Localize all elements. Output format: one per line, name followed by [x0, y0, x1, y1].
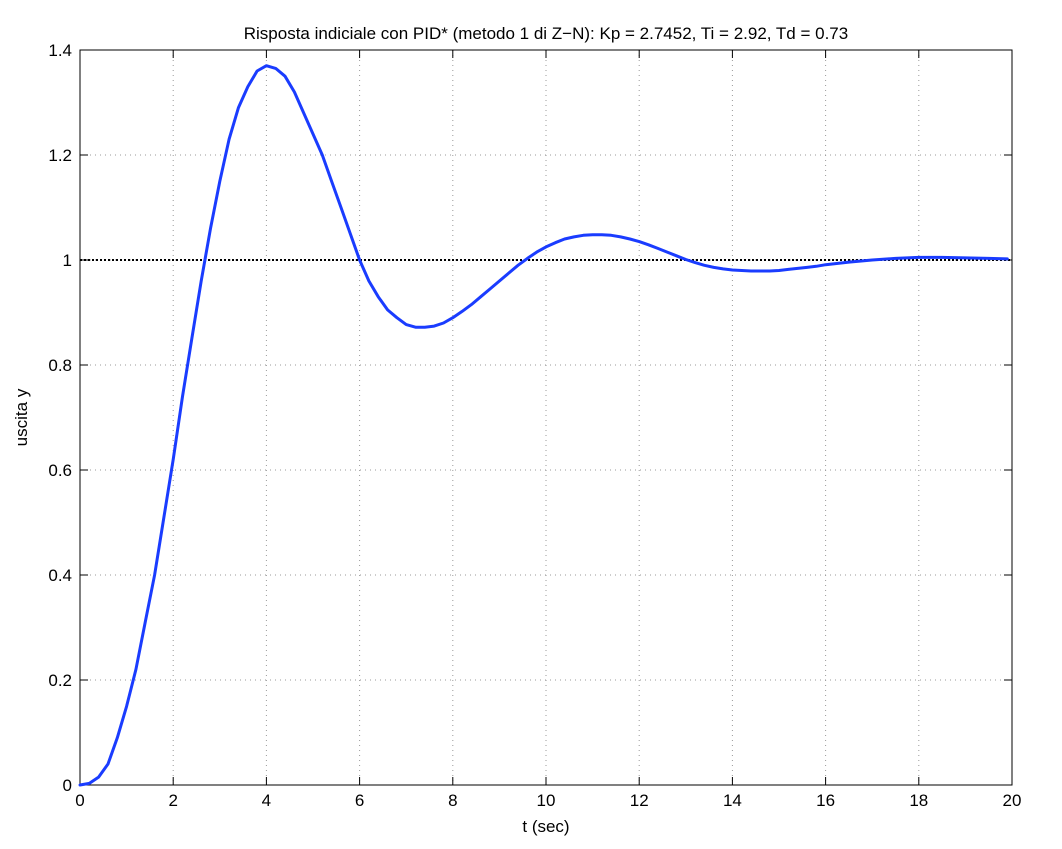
x-axis-label: t (sec) — [522, 817, 569, 836]
x-tick-label: 16 — [816, 791, 835, 810]
x-tick-label: 4 — [262, 791, 271, 810]
y-tick-label: 0.6 — [48, 461, 72, 480]
y-tick-labels: 0 0.2 0.4 0.6 0.8 1 1.2 1.4 — [48, 41, 72, 795]
x-tick-label: 12 — [630, 791, 649, 810]
y-axis-label: uscita y — [12, 388, 31, 446]
x-tick-label: 0 — [75, 791, 84, 810]
chart-title: Risposta indiciale con PID* (metodo 1 di… — [244, 24, 848, 43]
x-tick-label: 18 — [909, 791, 928, 810]
y-tick-label: 0 — [63, 776, 72, 795]
y-tick-label: 0.8 — [48, 356, 72, 375]
y-tick-label: 1.2 — [48, 146, 72, 165]
x-tick-labels: 0 2 4 6 8 10 12 14 16 18 20 — [75, 791, 1021, 810]
x-tick-label: 14 — [723, 791, 742, 810]
x-tick-label: 6 — [355, 791, 364, 810]
x-tick-label: 2 — [168, 791, 177, 810]
y-tick-label: 1 — [63, 251, 72, 270]
y-tick-label: 0.2 — [48, 671, 72, 690]
x-tick-label: 20 — [1003, 791, 1022, 810]
x-tick-label: 10 — [537, 791, 556, 810]
series-line — [78, 64, 1009, 787]
y-tick-label: 1.4 — [48, 41, 72, 60]
y-tick-label: 0.4 — [48, 566, 72, 585]
x-tick-label: 8 — [448, 791, 457, 810]
